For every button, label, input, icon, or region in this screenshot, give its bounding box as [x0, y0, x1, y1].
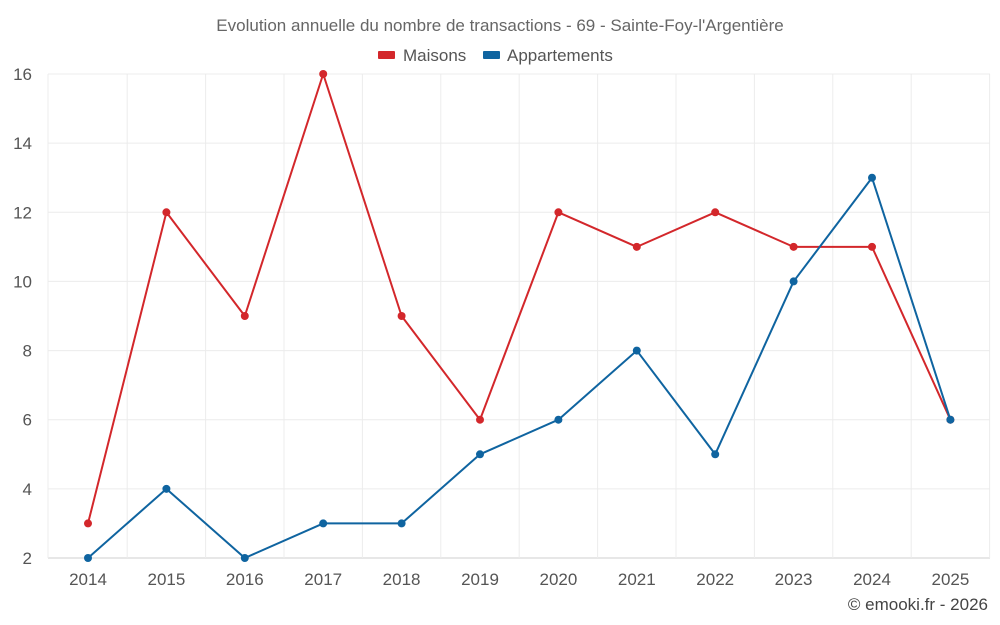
- data-point-maisons[interactable]: [240, 312, 249, 320]
- series-maisons: [84, 70, 955, 528]
- data-point-maisons[interactable]: [84, 519, 92, 528]
- y-tick-label: 12: [13, 203, 32, 222]
- x-tick-label: 2023: [775, 570, 813, 589]
- x-tick-label: 2025: [931, 570, 969, 589]
- data-point-appartements[interactable]: [632, 346, 641, 355]
- y-tick-label: 6: [23, 411, 32, 430]
- data-point-maisons[interactable]: [868, 242, 876, 251]
- y-tick-label: 4: [23, 480, 32, 499]
- y-axis: 2 4 6 8 10 12 14 16: [13, 65, 32, 568]
- y-tick-label: 10: [13, 272, 32, 291]
- legend-label: Maisons: [403, 46, 466, 65]
- data-point-maisons[interactable]: [711, 208, 720, 217]
- chart-title: Evolution annuelle du nombre de transact…: [216, 16, 783, 35]
- data-point-maisons[interactable]: [162, 208, 171, 217]
- x-tick-label: 2014: [69, 570, 107, 589]
- legend-item-appartements[interactable]: Appartements: [483, 46, 613, 65]
- legend-label: Appartements: [507, 46, 613, 65]
- legend: Maisons Appartements: [378, 46, 613, 65]
- x-tick-label: 2022: [696, 570, 734, 589]
- series-line-maisons: [87, 73, 952, 524]
- data-point-appartements[interactable]: [789, 277, 798, 286]
- series-group: [84, 70, 955, 562]
- x-tick-label: 2017: [304, 570, 342, 589]
- data-point-maisons[interactable]: [476, 415, 484, 424]
- data-point-maisons[interactable]: [789, 242, 798, 251]
- legend-swatch: [378, 51, 395, 59]
- x-tick-label: 2015: [147, 570, 185, 589]
- data-point-appartements[interactable]: [162, 484, 171, 493]
- data-point-appartements[interactable]: [476, 450, 484, 459]
- data-point-appartements[interactable]: [946, 415, 955, 424]
- data-point-appartements[interactable]: [240, 554, 249, 562]
- x-tick-label: 2024: [853, 570, 891, 589]
- credit-text: © emooki.fr - 2026: [848, 595, 988, 614]
- grid: [47, 73, 991, 559]
- y-tick-label: 16: [13, 65, 32, 84]
- data-point-maisons[interactable]: [554, 208, 563, 217]
- legend-swatch: [483, 51, 500, 59]
- series-appartements: [84, 173, 955, 562]
- x-tick-label: 2016: [226, 570, 264, 589]
- x-tick-label: 2021: [618, 570, 656, 589]
- data-point-maisons[interactable]: [397, 312, 406, 320]
- x-tick-label: 2020: [539, 570, 577, 589]
- series-line-appartements: [87, 176, 952, 559]
- data-point-appartements[interactable]: [711, 450, 720, 459]
- y-tick-label: 14: [13, 134, 32, 153]
- x-axis: 2014 2015 2016 2017 2018 2019 2020 2021 2022 2023…: [69, 570, 969, 589]
- data-point-appartements[interactable]: [868, 173, 876, 182]
- data-point-appartements[interactable]: [554, 415, 563, 424]
- data-point-appartements[interactable]: [319, 519, 328, 528]
- data-point-maisons[interactable]: [319, 70, 328, 78]
- legend-item-maisons[interactable]: Maisons: [378, 46, 466, 65]
- data-point-appartements[interactable]: [84, 554, 92, 562]
- y-tick-label: 8: [23, 342, 32, 361]
- x-tick-label: 2018: [383, 570, 421, 589]
- data-point-maisons[interactable]: [632, 242, 641, 251]
- y-tick-label: 2: [23, 549, 32, 568]
- x-tick-label: 2019: [461, 570, 499, 589]
- data-point-appartements[interactable]: [397, 519, 406, 528]
